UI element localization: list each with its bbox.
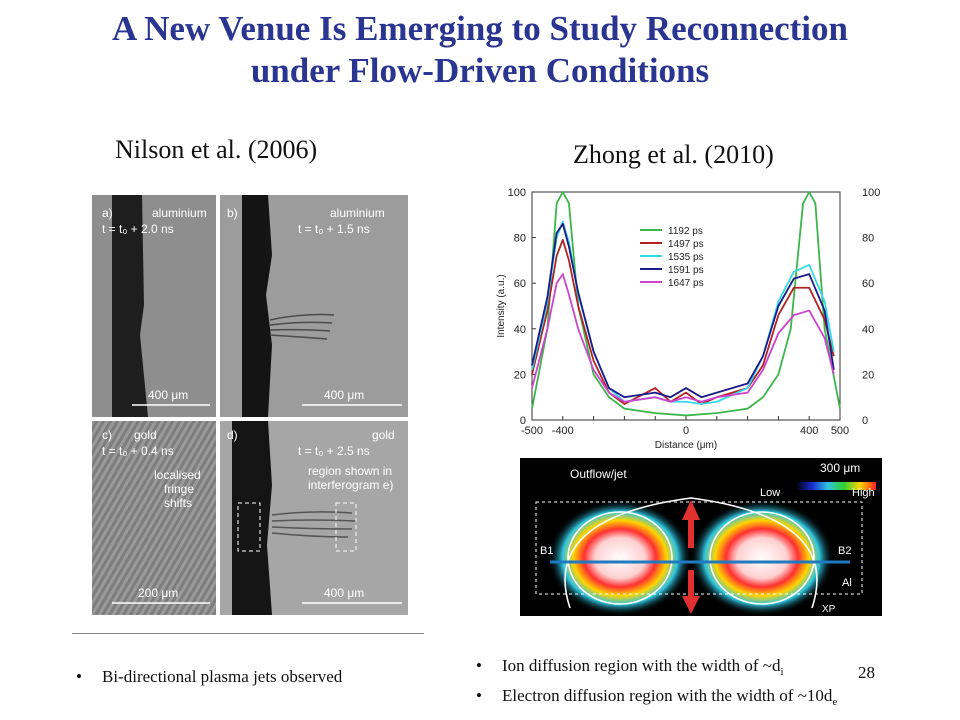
series-line-0 [531,191,841,417]
left-bubble [548,500,692,616]
panel-a-scale: 400 μm [148,388,188,402]
x-tick-label: 400 [800,425,818,437]
x-tick-label: 500 [831,425,849,437]
y-tick-label-right: 0 [862,415,868,427]
right-bullet-list: Ion diffusion region with the width of ~… [472,651,837,711]
colorbar-high-label: High [852,487,875,499]
panel-d-note-1: region shown in [308,464,392,478]
panel-c-bg [92,421,216,615]
panel-b-label: b) [227,206,238,220]
y-tick-label-right: 20 [862,369,874,381]
panel-d-box-right [335,502,357,552]
legend-label-3: 1591 ps [668,265,704,276]
left-bullet-item: Bi-directional plasma jets observed [72,662,342,692]
b1-label: B1 [540,545,553,557]
intensity-chart: -500 -400 0 400 500 0 0 20 20 40 40 60 60 80 80 100 100 D… [496,187,880,451]
legend-label-4: 1647 ps [668,278,704,289]
panel-a-target [112,195,148,417]
panel-b-material: aluminium [330,206,385,220]
x-tick-label: 0 [683,425,689,437]
xp-label: XP [822,604,836,615]
x-axis-label: Distance (μm) [655,440,717,451]
x-tick-label: -400 [552,425,574,437]
reconnection-image: 300 μm Low High Outflow/jet B1 B2 Al XP [535,461,876,616]
panel-c-time: t = t₀ + 0.4 ns [102,444,174,458]
y-tick-label: 40 [514,324,526,336]
title-line-2: under Flow-Driven Conditions [250,51,710,90]
series-line-4 [531,273,835,403]
panel-c-note-2: fringe [164,482,194,496]
panel-d-scale: 400 μm [324,586,364,600]
zhong-chart: -500 -400 0 400 500 0 0 20 20 40 40 60 60 80 80 100 100 D… [490,180,890,455]
nilson-interferograms: a) aluminium t = t₀ + 2.0 ns b) aluminiu… [92,195,408,615]
panel-b-scale: 400 μm [324,388,364,402]
panel-d-time: t = t₀ + 2.5 ns [298,444,370,458]
panel-d-note-2: interferogram e) [308,478,393,492]
zhong-image: 300 μm Low High Outflow/jet B1 B2 Al XP [520,458,882,616]
panel-a-time: t = t₀ + 2.0 ns [102,222,174,236]
y-tick-label: 0 [520,415,526,427]
panel-d-target [232,421,272,615]
panel-c-material: gold [134,428,157,442]
scale-bars [112,404,402,604]
y-tick-label: 60 [514,278,526,290]
panel-a-material: aluminium [152,206,207,220]
slide-number: 28 [858,663,875,682]
y-tick-label-right: 80 [862,233,874,245]
nilson-divider [72,633,424,634]
right-bullet-item: Electron diffusion region with the width… [472,681,837,711]
y-axis-label: Intensity (a.u.) [496,274,507,337]
panel-b-time: t = t₀ + 1.5 ns [298,222,370,236]
series-line-3 [531,223,835,399]
y-tick-label-right: 100 [862,187,880,199]
panel-d-box-left [237,502,261,552]
b2-label: B2 [838,545,851,557]
right-bullet-item: Ion diffusion region with the width of ~… [472,651,837,681]
x-tick-label: -500 [521,425,543,437]
y-tick-label: 80 [514,233,526,245]
panel-c-note-3: shifts [164,496,192,510]
right-caption: Zhong et al. (2010) [573,140,774,169]
material-label: Al [842,577,852,589]
scale-label: 300 μm [820,461,860,475]
right-bubble [690,500,834,616]
legend-label-2: 1535 ps [668,252,704,263]
dashed-frame [535,501,863,595]
panel-a-label: a) [102,206,113,220]
y-tick-label-right: 40 [862,324,874,336]
panel-c-scale: 200 μm [138,586,178,600]
slide-title: A New Venue Is Emerging to Study Reconne… [0,8,960,92]
left-bullet-list: Bi-directional plasma jets observed [72,662,342,692]
field-lines [564,497,818,609]
outflow-label: Outflow/jet [570,467,627,481]
outflow-arrows [682,500,700,614]
colorbar-low-label: Low [760,487,780,499]
panel-d-jets [271,511,357,538]
panel-d-material: gold [372,428,395,442]
panel-c-label: c) [102,428,112,442]
y-tick-label-right: 60 [862,278,874,290]
nilson-figure: a) aluminium t = t₀ + 2.0 ns b) aluminiu… [72,185,424,633]
panel-d-label: d) [227,428,238,442]
y-tick-label: 100 [508,187,526,199]
left-caption: Nilson et al. (2006) [115,135,318,164]
colorbar [796,482,876,490]
panel-b-target [242,195,272,417]
legend-label-0: 1192 ps [668,226,703,237]
panel-b-jets [269,313,335,340]
title-line-1: A New Venue Is Emerging to Study Reconne… [111,9,848,48]
y-tick-label: 20 [514,369,526,381]
legend-label-1: 1497 ps [668,239,704,250]
panel-c-note-1: localised [154,468,201,482]
